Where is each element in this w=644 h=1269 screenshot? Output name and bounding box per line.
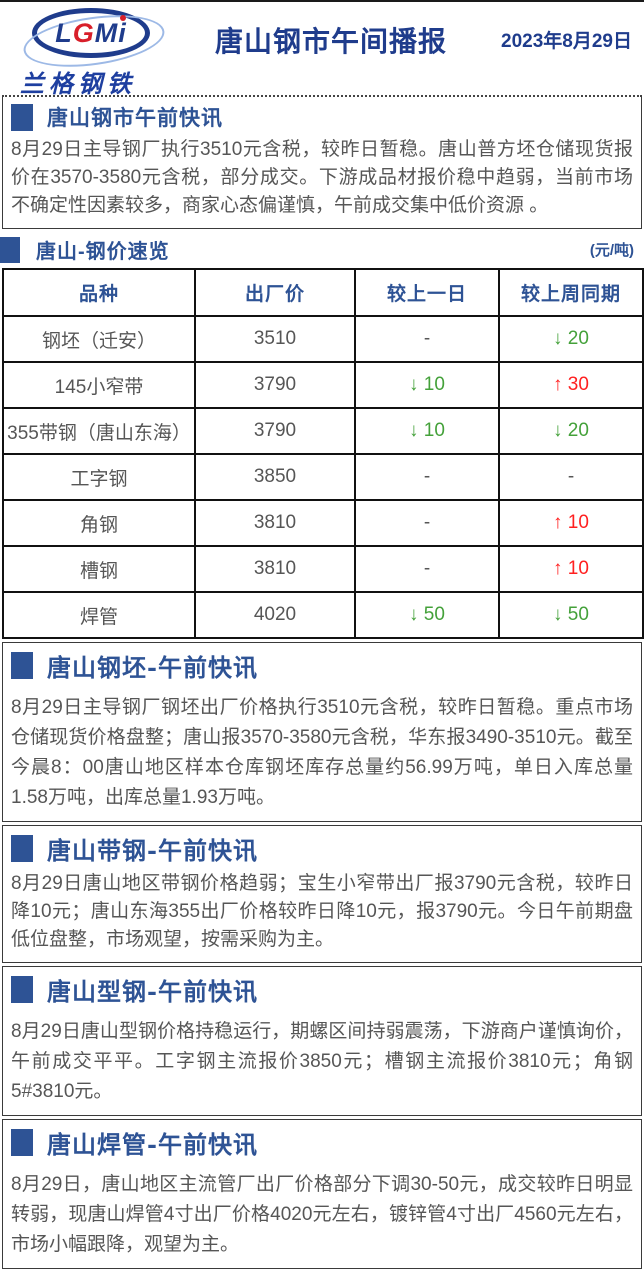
wow-change-cell: ↑ 10 [498, 499, 644, 547]
logo-company-name: 兰格钢铁 [20, 69, 136, 98]
wow-change-cell: ↓ 20 [498, 315, 644, 363]
price-table: 品种 出厂价 较上一日 较上周同期 钢坯（迁安） 3510 - ↓ 20 145… [2, 268, 644, 639]
price-overview-title: 唐山-钢价速览 [36, 241, 170, 263]
dod-change-cell: ↓ 10 [354, 361, 500, 409]
report-header: LGMi 兰格钢铁 唐山钢市午间播报 2023年8月29日 [0, 2, 644, 98]
logo-letter: M [94, 17, 119, 48]
section-strip-brief: 唐山带钢-午前快讯 8月29日唐山地区带钢价格趋弱；宝生小窄带出厂报3790元含… [2, 825, 642, 963]
wow-change-cell: ↑ 30 [498, 361, 644, 409]
dod-change-cell: - [354, 545, 500, 593]
wow-change-cell: - [498, 453, 644, 501]
blue-square-marker-icon [0, 236, 20, 263]
price-cell: 3810 [194, 499, 356, 547]
section-heading-row: 唐山型钢-午前快讯 [3, 967, 641, 1009]
column-header-wow: 较上周同期 [498, 268, 644, 317]
column-header-dod: 较上一日 [354, 268, 500, 317]
logo-letter: L [55, 17, 73, 48]
price-cell: 3850 [194, 453, 356, 501]
table-row: 焊管 4020 ↓ 50 ↓ 50 [2, 591, 644, 639]
price-cell: 3790 [194, 361, 356, 409]
table-row: 钢坯（迁安） 3510 - ↓ 20 [2, 315, 644, 363]
section-morning-brief: 唐山钢市午前快讯 8月29日主导钢厂执行3510元含税，较昨日暂稳。唐山普方坯仓… [2, 95, 642, 229]
wow-change-cell: ↑ 10 [498, 545, 644, 593]
section-heading: 唐山型钢-午前快讯 [47, 977, 258, 1006]
logo-letter: i [118, 17, 127, 48]
section-body-text: 8月29日唐山型钢价格持稳运行，期螺区间持弱震荡，下游商户谨慎询价，午前成交平平… [11, 1021, 633, 1102]
table-header-row: 品种 出厂价 较上一日 较上周同期 [2, 268, 644, 317]
blue-square-marker-icon [11, 976, 33, 1003]
report-date: 2023年8月29日 [501, 31, 632, 52]
section-body-text: 8月29日主导钢厂执行3510元含税，较昨日暂稳。唐山普方坯仓储现货报价在357… [11, 139, 633, 216]
table-row: 工字钢 3850 - - [2, 453, 644, 501]
product-cell: 槽钢 [2, 545, 196, 593]
logo-wordmark: LGMi [55, 17, 127, 48]
price-cell: 3510 [194, 315, 356, 363]
wow-change-cell: ↓ 20 [498, 407, 644, 455]
section-heading: 唐山焊管-午前快讯 [47, 1130, 258, 1159]
page-title: 唐山钢市午间播报 [215, 26, 448, 57]
price-cell: 3810 [194, 545, 356, 593]
section-heading-row: 唐山钢坯-午前快讯 [3, 643, 641, 685]
blue-square-marker-icon [11, 652, 33, 679]
section-heading-row: 唐山焊管-午前快讯 [3, 1120, 641, 1162]
price-cell: 4020 [194, 591, 356, 639]
dod-change-cell: ↓ 50 [354, 591, 500, 639]
price-overview-heading-row: 唐山-钢价速览 (元/吨) [0, 229, 644, 268]
dod-change-cell: - [354, 453, 500, 501]
logo-ellipse-icon: LGMi [32, 8, 150, 58]
column-header-product: 品种 [2, 268, 196, 317]
column-header-price: 出厂价 [194, 268, 356, 317]
section-body-text: 8月29日主导钢厂钢坯出厂价格执行3510元含税，较昨日暂稳。重点市场仓储现货价… [11, 697, 633, 808]
section-billet-brief: 唐山钢坯-午前快讯 8月29日主导钢厂钢坯出厂价格执行3510元含税，较昨日暂稳… [2, 642, 642, 822]
price-unit-label: (元/吨) [589, 242, 634, 259]
dod-change-cell: ↓ 10 [354, 407, 500, 455]
section-profile-steel-brief: 唐山型钢-午前快讯 8月29日唐山型钢价格持稳运行，期螺区间持弱震荡，下游商户谨… [2, 966, 642, 1116]
product-cell: 角钢 [2, 499, 196, 547]
product-cell: 焊管 [2, 591, 196, 639]
price-cell: 3790 [194, 407, 356, 455]
section-heading: 唐山带钢-午前快讯 [47, 836, 258, 865]
logo-letter: G [72, 17, 95, 48]
dod-change-cell: - [354, 315, 500, 363]
table-row: 145小窄带 3790 ↓ 10 ↑ 30 [2, 361, 644, 409]
section-heading: 唐山钢坯-午前快讯 [47, 653, 258, 682]
blue-square-marker-icon [11, 835, 33, 862]
section-heading-row: 唐山带钢-午前快讯 [3, 826, 641, 868]
product-cell: 钢坯（迁安） [2, 315, 196, 363]
blue-square-marker-icon [11, 103, 33, 131]
product-cell: 工字钢 [2, 453, 196, 501]
dod-change-cell: - [354, 499, 500, 547]
section-welded-pipe-brief: 唐山焊管-午前快讯 8月29日，唐山地区主流管厂出厂价格部分下调30-50元，成… [2, 1119, 642, 1269]
product-cell: 145小窄带 [2, 361, 196, 409]
report-page: { "header": { "logo": { "letters": ["L",… [0, 0, 644, 1104]
lange-steel-logo: LGMi 兰格钢铁 [14, 8, 189, 99]
product-cell: 355带钢（唐山东海） [2, 407, 196, 455]
section-body-text: 8月29日，唐山地区主流管厂出厂价格部分下调30-50元，成交较昨日明显转弱，现… [11, 1174, 633, 1255]
blue-square-marker-icon [11, 1129, 33, 1156]
section-body-text: 8月29日唐山地区带钢价格趋弱；宝生小窄带出厂报3790元含税，较昨日降10元；… [11, 873, 633, 950]
table-row: 槽钢 3810 - ↑ 10 [2, 545, 644, 593]
table-row: 角钢 3810 - ↑ 10 [2, 499, 644, 547]
section-heading: 唐山钢市午前快讯 [47, 107, 223, 130]
section-heading-row: 唐山钢市午前快讯 [3, 97, 641, 134]
table-row: 355带钢（唐山东海） 3790 ↓ 10 ↓ 20 [2, 407, 644, 455]
wow-change-cell: ↓ 50 [498, 591, 644, 639]
